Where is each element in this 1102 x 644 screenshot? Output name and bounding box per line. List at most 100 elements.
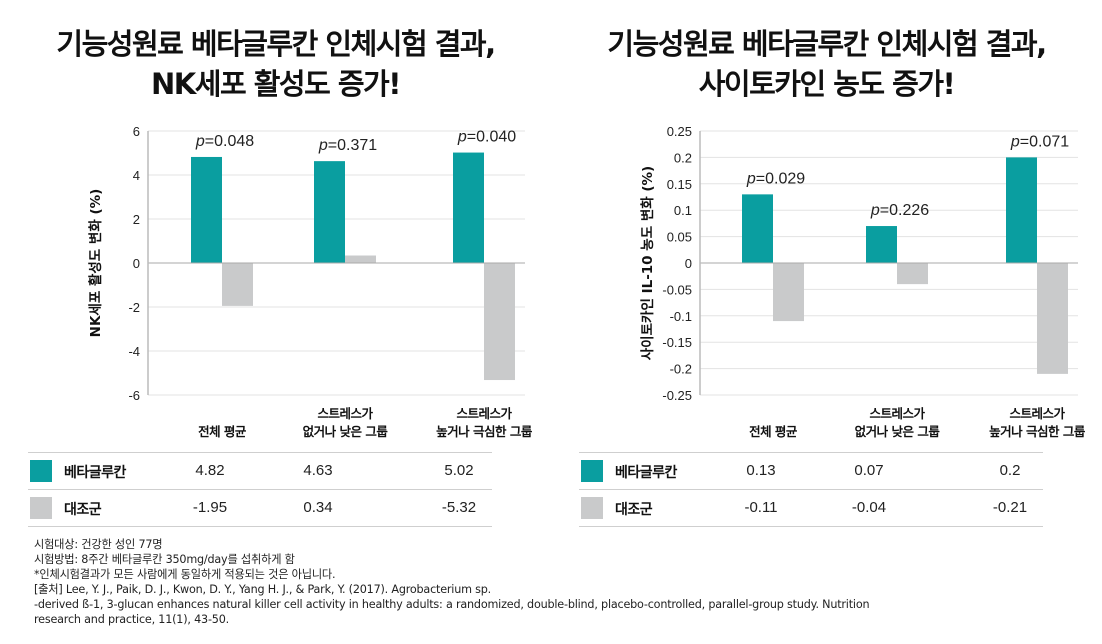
y-tick-label: 0.2 <box>674 150 692 165</box>
p-symbol: p <box>870 202 880 219</box>
left-title-line-1: 기능성원료 베타글루칸 인체시험 결과, <box>56 27 496 61</box>
p-value: =0.048 <box>205 133 254 150</box>
right-title-line-2: 사이토카인 농도 증가! <box>698 67 956 101</box>
footnote-line: -derived ß-1, 3-glucan enhances natural … <box>34 598 870 611</box>
y-tick-label: 0 <box>133 256 140 271</box>
series-name: 베타글루칸 <box>64 465 126 481</box>
p-symbol: p <box>195 133 205 150</box>
bar-control <box>484 263 515 381</box>
nk-cell-data-table: 베타글루칸 4.82 4.63 5.02 대조군 -1.95 0.34 -5.3… <box>28 452 492 527</box>
p-value-label: p=0.226 <box>870 202 929 219</box>
x-category-label: 스트레스가 <box>869 406 925 421</box>
x-category-label: 높거나 극심한 그룹 <box>989 424 1086 439</box>
y-tick-label: -6 <box>128 388 140 403</box>
series-name: 대조군 <box>615 502 653 518</box>
y-tick-label: 4 <box>133 168 140 183</box>
x-category-label: 높거나 극심한 그룹 <box>436 424 533 439</box>
table-cell: -0.04 <box>851 499 887 516</box>
footnote: 시험대상: 건강한 성인 77명 시험방법: 8주간 베타글루칸 350mg/d… <box>34 537 870 627</box>
p-symbol: p <box>318 137 328 154</box>
series-name: 베타글루칸 <box>615 465 677 481</box>
table-cell: 0.34 <box>303 499 333 516</box>
p-value-label: p=0.048 <box>195 133 254 150</box>
y-tick-label: -0.05 <box>662 282 692 297</box>
y-tick-label: -2 <box>128 300 140 315</box>
y-tick-label: 0.25 <box>667 124 692 139</box>
p-value-label: p=0.029 <box>746 170 805 187</box>
bar-beta-glucan <box>742 194 773 263</box>
left-title-line-2: NK세포 활성도 증가! <box>151 67 401 101</box>
x-category-label: 전체 평균 <box>198 424 247 439</box>
p-value: =0.371 <box>328 137 377 154</box>
x-category-label: 스트레스가 <box>1009 406 1065 421</box>
table-cell: -1.95 <box>192 499 228 516</box>
x-category-label: 스트레스가 <box>456 406 512 421</box>
y-tick-label: -4 <box>128 344 140 359</box>
right-title-line-1: 기능성원료 베타글루칸 인체시험 결과, <box>607 27 1047 61</box>
bar-control <box>897 263 928 285</box>
table-row-beta: 베타글루칸 4.82 4.63 5.02 <box>28 452 492 489</box>
p-value-label: p=0.071 <box>1010 133 1069 150</box>
table-row-control: 대조군 -0.11 -0.04 -0.21 <box>579 489 1043 527</box>
bar-beta-glucan <box>453 152 484 263</box>
control-swatch <box>30 497 52 519</box>
y-tick-label: 2 <box>133 212 140 227</box>
bar-beta-glucan <box>866 226 897 263</box>
table-row-beta: 베타글루칸 0.13 0.07 0.2 <box>579 452 1043 489</box>
bar-control <box>222 263 253 306</box>
y-tick-label: -0.15 <box>662 335 692 350</box>
control-swatch <box>581 497 603 519</box>
y-tick-label: 0.15 <box>667 177 692 192</box>
p-symbol: p <box>1010 133 1020 150</box>
beta-glucan-swatch <box>581 460 603 482</box>
table-cell: -5.32 <box>441 499 477 516</box>
table-cell: 0.07 <box>854 462 884 479</box>
p-symbol: p <box>746 170 756 187</box>
y-tick-label: -0.1 <box>670 309 692 324</box>
x-category-label: 없거나 낮은 그룹 <box>303 424 389 439</box>
footnote-line: 시험방법: 8주간 베타글루칸 350mg/day를 섭취하게 함 <box>34 553 295 566</box>
bar-control <box>1037 263 1068 374</box>
bar-control <box>345 255 376 263</box>
p-symbol: p <box>457 129 467 146</box>
bar-beta-glucan <box>1006 157 1037 263</box>
y-axis-label: 사이토카인 IL-10 농도 변화 (%) <box>639 166 656 360</box>
y-tick-label: 6 <box>133 124 140 139</box>
x-category-label: 없거나 낮은 그룹 <box>855 424 941 439</box>
p-value: =0.071 <box>1020 133 1069 150</box>
table-cell: 4.82 <box>195 462 225 479</box>
table-cell: 0.13 <box>746 462 776 479</box>
bar-beta-glucan <box>314 161 345 263</box>
y-tick-label: -0.25 <box>662 388 692 403</box>
footnote-line: *인체시험결과가 모든 사람에게 동일하게 적용되는 것은 아닙니다. <box>34 568 336 581</box>
left-chart-title: 기능성원료 베타글루칸 인체시험 결과, NK세포 활성도 증가! <box>0 24 551 104</box>
right-chart-title: 기능성원료 베타글루칸 인체시험 결과, 사이토카인 농도 증가! <box>551 24 1102 104</box>
bar-control <box>773 263 804 322</box>
y-tick-label: 0.05 <box>667 230 692 245</box>
x-category-label: 스트레스가 <box>317 406 373 421</box>
p-value-label: p=0.040 <box>457 129 516 146</box>
p-value-label: p=0.371 <box>318 137 377 154</box>
x-category-label: 전체 평균 <box>749 424 798 439</box>
table-cell: 4.63 <box>303 462 333 479</box>
p-value: =0.040 <box>467 129 516 146</box>
table-cell: -0.11 <box>744 499 778 516</box>
table-cell: 5.02 <box>444 462 474 479</box>
y-tick-label: 0 <box>685 256 692 271</box>
footnote-line: [출처] Lee, Y. J., Paik, D. J., Kwon, D. Y… <box>34 583 492 596</box>
p-value: =0.226 <box>880 202 929 219</box>
y-tick-label: 0.1 <box>674 203 692 218</box>
bar-beta-glucan <box>191 156 222 263</box>
table-row-control: 대조군 -1.95 0.34 -5.32 <box>28 489 492 527</box>
footnote-line: research and practice, 11(1), 43-50. <box>34 613 229 626</box>
cytokine-data-table: 베타글루칸 0.13 0.07 0.2 대조군 -0.11 -0.04 -0.2… <box>579 452 1043 527</box>
p-value: =0.029 <box>756 170 805 187</box>
y-axis-label: NK세포 활성도 변화 (%) <box>87 189 104 338</box>
footnote-line: 시험대상: 건강한 성인 77명 <box>34 538 163 551</box>
beta-glucan-swatch <box>30 460 52 482</box>
y-tick-label: -0.2 <box>670 362 692 377</box>
series-name: 대조군 <box>64 502 102 518</box>
table-cell: -0.21 <box>992 499 1028 516</box>
table-cell: 0.2 <box>999 462 1021 479</box>
